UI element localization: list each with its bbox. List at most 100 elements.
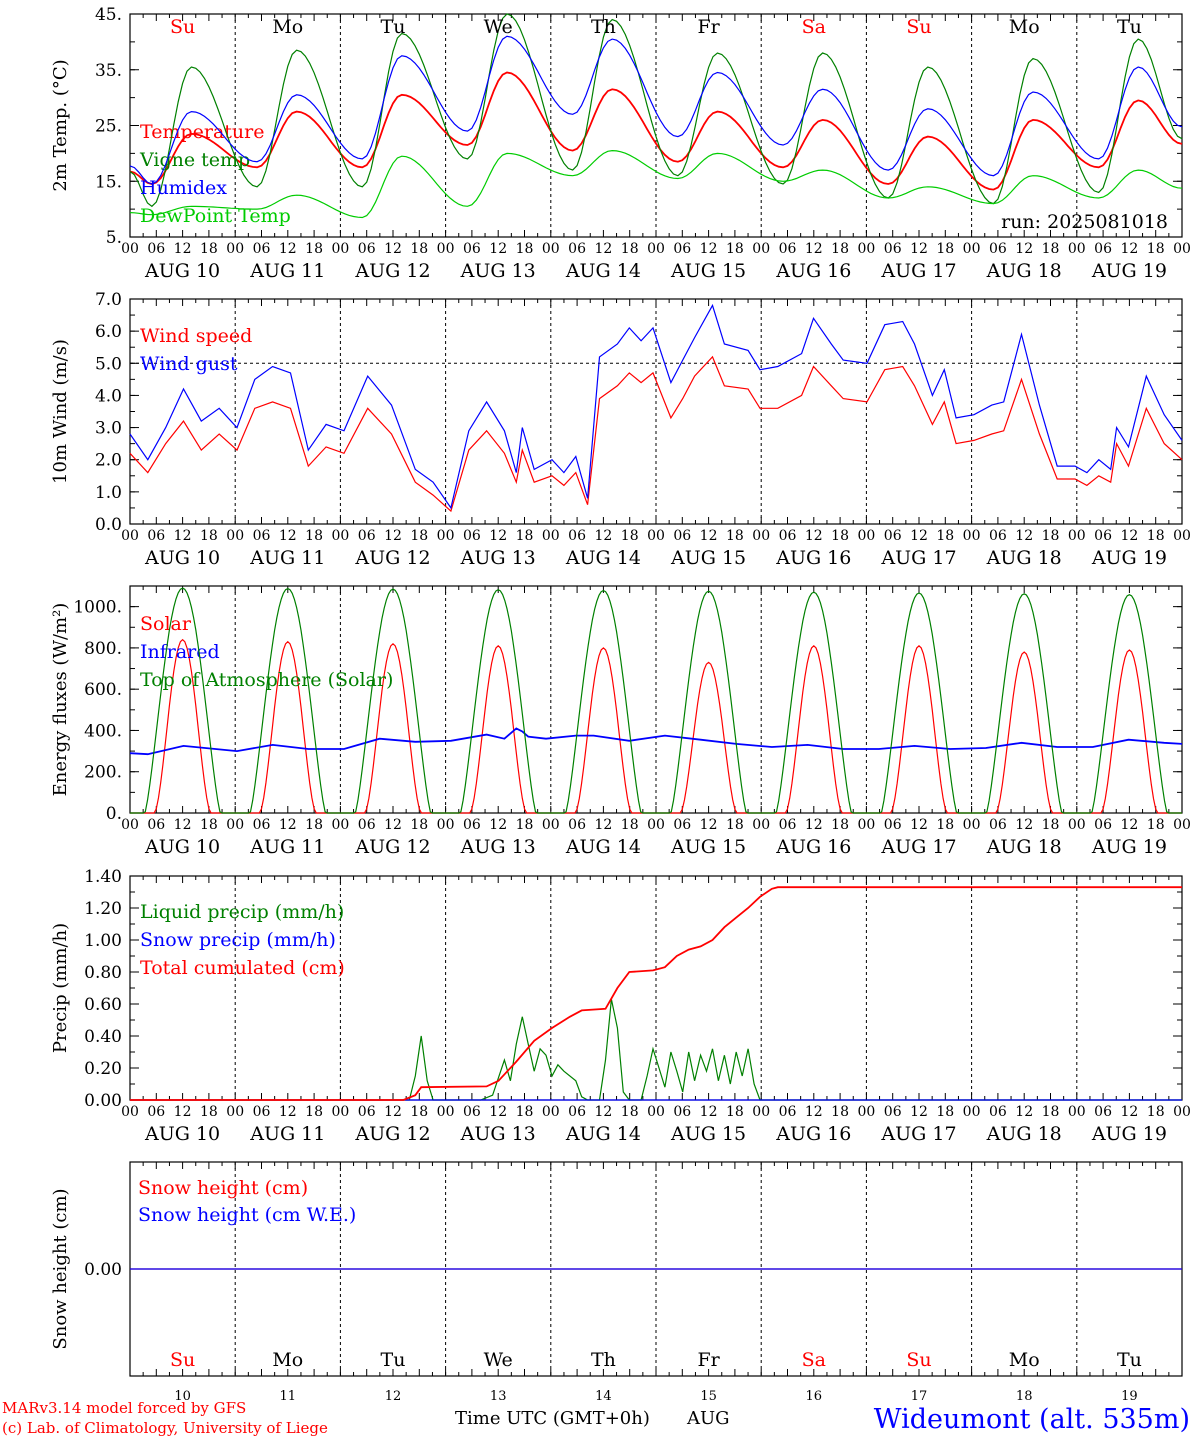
hour-label: 12 [279,817,297,833]
hour-label: 18 [1042,1104,1060,1120]
hour-label: 00 [331,1104,349,1120]
date-label: AUG 11 [249,836,325,858]
hour-label: 12 [1120,528,1138,544]
day-number: 15 [700,1389,717,1404]
hour-label: 06 [147,528,165,544]
panel-snow: 0.00 Snow height (cm) Snow height (cm) Snow… [50,1161,1183,1404]
date-label: AUG 11 [249,547,325,569]
legend-entry: Infrared [140,641,220,663]
hour-label: 18 [1042,817,1060,833]
weekday-label: Sa [802,16,826,38]
date-label: AUG 10 [144,547,220,569]
credit-line-2: (c) Lab. of Climatology, University of L… [2,1419,328,1437]
y-tick-label: 0.20 [84,1059,122,1079]
y-tick-label: 0.80 [84,963,122,983]
hour-label: 00 [1068,1104,1086,1120]
y-tick-label: 1.20 [84,899,122,919]
legend-entry: Total cumulated (cm) [140,957,345,979]
y-tick-label: 6.0 [95,322,122,342]
series-top-of-atmosphere-solar- [130,587,1182,814]
date-label: AUG 18 [986,547,1062,569]
y-tick-label: 15. [95,172,122,192]
series-liquid-precip-mm-h- [130,999,1182,1101]
hour-label: 18 [305,528,323,544]
legend-entry: Snow precip (mm/h) [140,929,336,951]
hour-label: 06 [253,817,271,833]
hour-label: 00 [226,817,244,833]
y-tick-label: 0.00 [84,1091,122,1111]
date-label: AUG 17 [880,836,956,858]
weekday-label: Fr [697,16,720,38]
hour-label: 18 [200,241,218,257]
x-axis-month: AUG [686,1408,730,1429]
hour-label: 12 [489,817,507,833]
hour-label: 00 [963,817,981,833]
hour-label: 12 [700,817,718,833]
date-label: AUG 19 [1091,547,1167,569]
hour-label: 12 [700,241,718,257]
hour-label: 00 [1173,817,1191,833]
series-wind-speed [129,355,1183,513]
weekday-label: Mo [1009,16,1040,38]
hour-label: 06 [253,241,271,257]
date-label: AUG 17 [880,547,956,569]
hour-label: 06 [1094,1104,1112,1120]
hour-label: 18 [831,528,849,544]
plot-frame [129,13,1183,238]
hour-label: 00 [1068,817,1086,833]
hour-label: 06 [884,817,902,833]
series-dewpoint-temp [129,149,1183,219]
series-humidex [129,35,1183,185]
run-label: run: 2025081018 [1001,211,1168,233]
hour-label: 18 [831,241,849,257]
hour-label: 12 [279,1104,297,1120]
hour-label: 18 [621,241,639,257]
day-number: 16 [806,1389,823,1404]
y-tick-label: 0.0 [95,515,122,535]
hour-label: 00 [857,817,875,833]
hour-label: 00 [963,528,981,544]
y-tick-label: 35. [95,61,122,81]
hour-label: 06 [463,241,481,257]
hour-label: 18 [1147,1104,1165,1120]
y-tick-label: 0.00 [84,1260,122,1280]
weekday-label: We [484,16,513,38]
hour-label: 06 [884,1104,902,1120]
legend-entry: Top of Atmosphere (Solar) [140,669,393,691]
y-tick-label: 0.40 [84,1027,122,1047]
day-number: 18 [1016,1389,1033,1404]
hour-label: 12 [594,1104,612,1120]
plot-frame [129,298,1183,525]
date-label: AUG 12 [354,547,430,569]
y-tick-label: 0. [106,804,122,824]
hour-label: 06 [989,241,1007,257]
hour-label: 06 [989,528,1007,544]
date-label: AUG 15 [670,260,746,282]
hour-label: 06 [779,528,797,544]
hour-label: 00 [226,1104,244,1120]
hour-label: 12 [805,241,823,257]
hour-label: 12 [384,528,402,544]
date-label: AUG 11 [249,1123,325,1145]
date-label: AUG 14 [565,1123,641,1145]
hour-label: 00 [331,528,349,544]
weekday-label: Mo [272,16,303,38]
hour-label: 06 [884,528,902,544]
hour-label: 18 [516,1104,534,1120]
date-label: AUG 19 [1091,836,1167,858]
hour-label: 12 [594,241,612,257]
hour-label: 18 [410,528,428,544]
hour-label: 12 [489,241,507,257]
hour-label: 12 [700,1104,718,1120]
hour-label: 00 [1173,241,1191,257]
y-axis-label: 10m Wind (m/s) [50,339,71,484]
weekday-label: Tu [1117,1349,1142,1371]
hour-label: 06 [779,817,797,833]
date-label: AUG 12 [354,836,430,858]
hour-label: 12 [489,1104,507,1120]
hour-label: 06 [673,1104,691,1120]
hour-label: 06 [358,241,376,257]
station-name: Wideumont (alt. 535m) [874,1404,1190,1435]
hour-label: 00 [752,1104,770,1120]
hour-label: 12 [910,241,928,257]
